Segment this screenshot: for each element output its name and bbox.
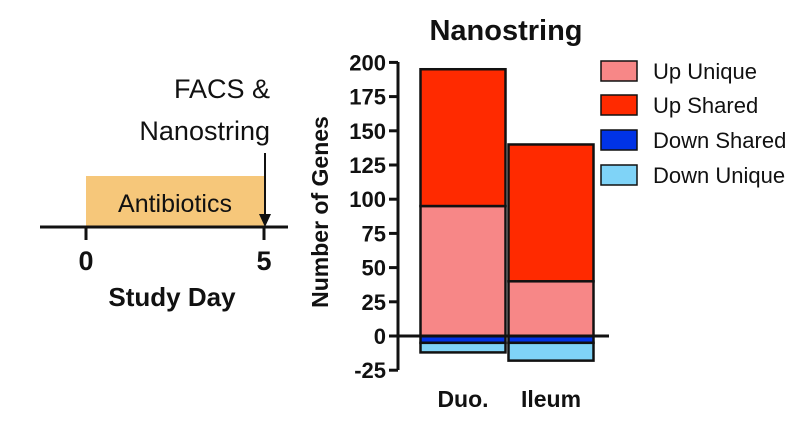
legend: Up Unique Up Shared Down Shared Down Unique [600,59,786,188]
y-tick-label: 50 [362,256,386,281]
bar-segment-up-unique [419,204,507,338]
y-tick-label: 125 [349,153,386,178]
legend-swatch [600,60,638,82]
study-day-label: Study Day [108,282,236,312]
y-axis-ticks: 200 175 150 125 100 75 50 25 0 -25 [349,50,398,383]
event-label-line2: Nanostring [139,116,270,146]
bar-segment-up-unique [507,280,595,338]
bar-chart: Nanostring Number of Genes 200 175 150 125 1… [307,15,786,412]
tick-label-start: 0 [78,246,93,276]
y-tick-label: 150 [349,119,386,144]
bar-segment-down-unique [507,341,595,362]
y-tick-label: 75 [362,221,386,246]
y-tick-label: -25 [354,358,386,383]
x-category-label: Ileum [521,386,581,412]
legend-swatch [600,129,638,151]
bar-segment-up-shared [507,143,595,283]
y-tick-label: 200 [349,50,386,75]
event-arrow-head [259,214,271,227]
bar-stacks [419,67,595,362]
y-tick-label: 175 [349,85,386,110]
legend-swatch [600,164,638,186]
bar-segment-down-unique [419,341,507,354]
legend-label: Down Unique [653,163,785,188]
y-tick-label: 100 [349,187,386,212]
timeline-panel: Antibiotics 0 5 Study Day FACS & Nanostr… [40,74,288,312]
legend-label: Up Shared [653,93,758,118]
y-tick-label: 25 [362,290,386,315]
legend-label: Down Shared [653,128,786,153]
event-label-line1: FACS & [174,74,270,104]
chart-title: Nanostring [429,15,582,47]
antibiotics-label: Antibiotics [118,190,232,218]
tick-label-end: 5 [256,246,271,276]
legend-label: Up Unique [653,59,757,84]
x-category-label: Duo. [437,386,488,412]
x-axis-categories: Duo. Ileum [437,386,581,412]
antibiotics-bar [86,176,264,227]
y-axis-label: Number of Genes [307,116,333,308]
legend-swatch [600,94,638,116]
y-tick-label: 0 [374,324,386,349]
bar-segment-up-shared [419,67,507,208]
